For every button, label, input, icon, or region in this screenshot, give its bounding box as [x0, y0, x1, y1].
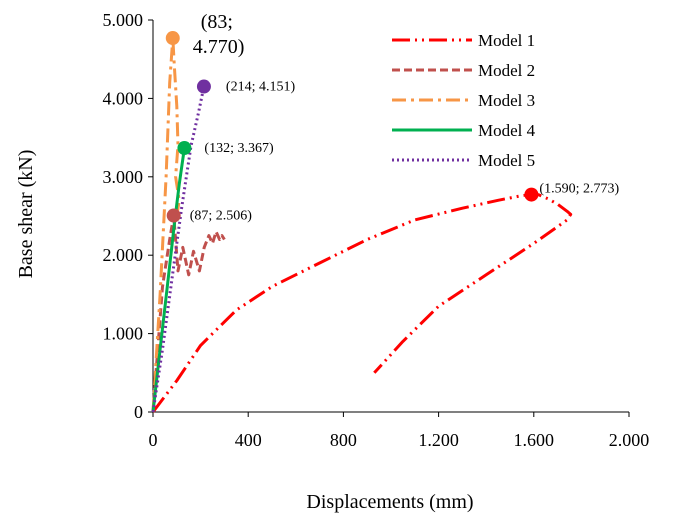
x-axis-title: Displacements (mm) [306, 491, 473, 513]
legend-entry: Model 4 [478, 121, 536, 140]
y-axis-title: Base shear (kN) [15, 150, 37, 279]
legend-entry: Model 3 [478, 91, 535, 110]
peak-markers [165, 31, 539, 223]
y-tick-label: 3.000 [103, 167, 144, 187]
series-line-model-4 [151, 147, 186, 413]
y-tick-label: 0 [134, 402, 143, 422]
peak-marker-model-5 [196, 79, 211, 94]
peak-marker-model-2 [166, 208, 181, 223]
legend: Model 1 Model 2 Model 3 Model 4 Model 5 [392, 31, 536, 170]
peak-marker-model-3 [165, 31, 180, 46]
peak-marker-model-1 [524, 187, 539, 202]
tick-labels: 0 1.000 2.000 3.000 4.000 5.000 0 400 800 1.200 1.… [103, 10, 650, 450]
peak-label: (214; 4.151) [226, 80, 296, 95]
series-line-model-5 [151, 86, 206, 413]
peak-label: (1.590; 2.773) [539, 182, 619, 197]
x-tick-label: 1.200 [418, 430, 459, 450]
x-tick-label: 1.600 [514, 430, 555, 450]
x-tick-label: 800 [330, 430, 357, 450]
y-tick-label: 5.000 [103, 10, 144, 30]
x-tick-label: 2.000 [609, 430, 650, 450]
y-tick-label: 2.000 [103, 245, 144, 265]
legend-entry: Model 1 [478, 31, 535, 50]
legend-entry: Model 5 [478, 151, 535, 170]
x-tick-label: 0 [149, 430, 158, 450]
y-tick-label: 4.000 [103, 88, 144, 108]
peak-label: 4.770) [193, 36, 245, 58]
series-line-model-1 [151, 193, 573, 413]
series-line-model-3 [151, 36, 181, 413]
x-tick-label: 400 [235, 430, 262, 450]
y-tick-label: 1.000 [103, 324, 144, 344]
peak-label: (83; [201, 11, 233, 33]
annotations: (1.590; 2.773) (87; 2.506) (83; 4.770) (132;… [190, 11, 620, 223]
legend-entry: Model 2 [478, 61, 535, 80]
axes [148, 19, 630, 417]
peak-label: (132; 3.367) [204, 141, 274, 156]
series-line-model-2 [151, 214, 226, 413]
peak-label: (87; 2.506) [190, 209, 253, 224]
peak-marker-model-4 [177, 141, 192, 156]
